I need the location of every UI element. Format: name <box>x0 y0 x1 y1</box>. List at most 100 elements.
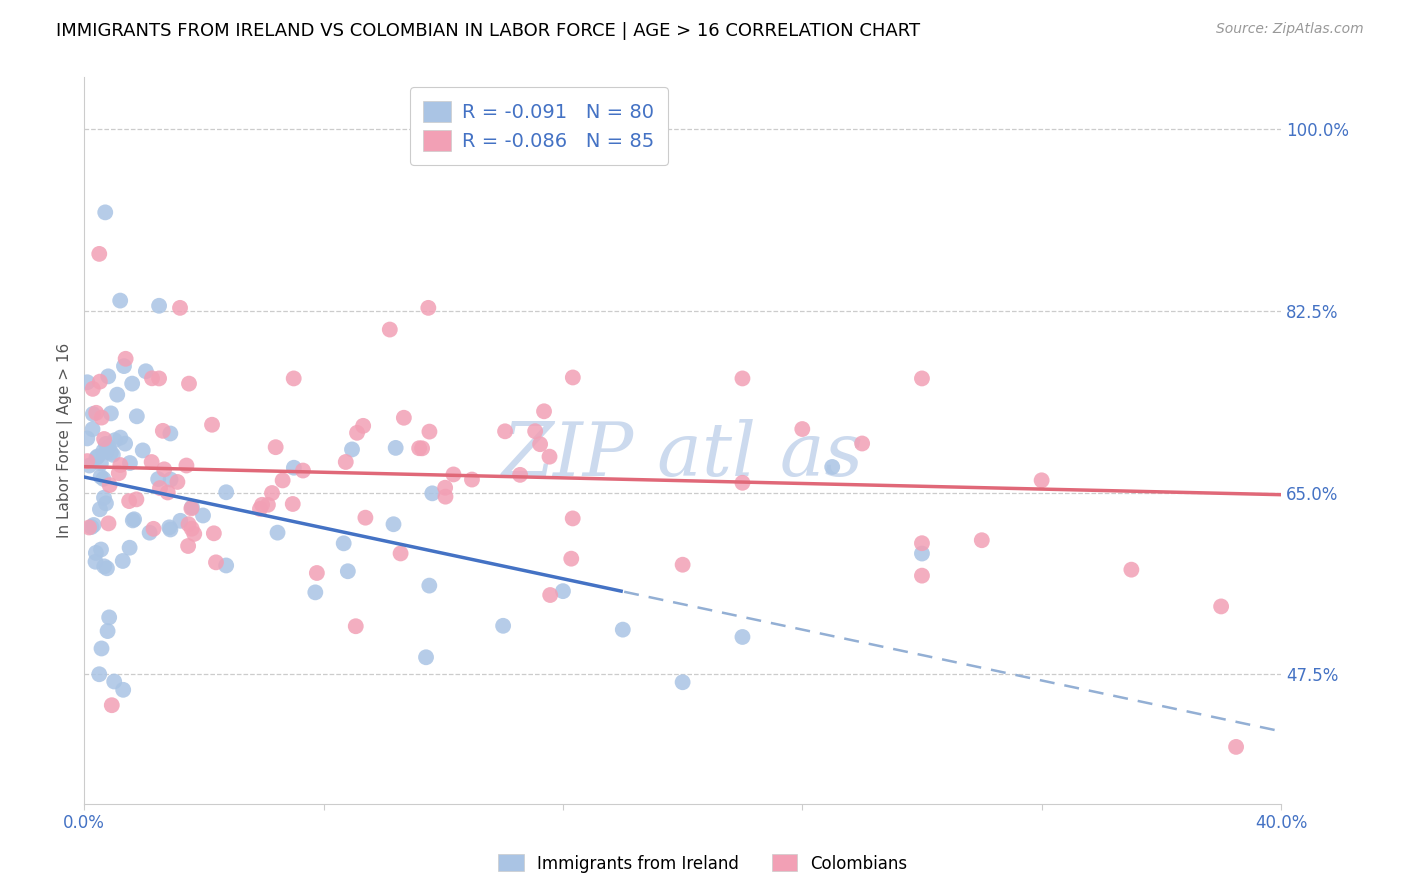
Point <box>336 564 359 578</box>
Point <box>84 546 107 560</box>
Point <box>93 472 115 486</box>
Point <box>118 541 141 555</box>
Point <box>87 450 110 464</box>
Point <box>524 424 547 438</box>
Point <box>418 425 440 439</box>
Point <box>533 404 555 418</box>
Point <box>159 426 181 441</box>
Point <box>122 512 145 526</box>
Point <box>114 351 136 366</box>
Point <box>177 539 200 553</box>
Point <box>529 437 551 451</box>
Point <box>202 526 225 541</box>
Point <box>132 443 155 458</box>
Point <box>352 418 374 433</box>
Point <box>551 584 574 599</box>
Point <box>411 442 433 456</box>
Point <box>166 475 188 489</box>
Point <box>384 441 406 455</box>
Point <box>90 469 112 483</box>
Point <box>731 371 754 385</box>
Point <box>100 446 122 460</box>
Point <box>382 517 405 532</box>
Point <box>90 641 112 656</box>
Point <box>125 409 148 424</box>
Point <box>443 467 465 482</box>
Point <box>415 650 437 665</box>
Point <box>538 588 561 602</box>
Point <box>121 376 143 391</box>
Point <box>101 448 124 462</box>
Point <box>77 520 100 534</box>
Point <box>93 443 115 458</box>
Point <box>250 498 273 512</box>
Point <box>94 437 117 451</box>
Point <box>418 579 440 593</box>
Point <box>335 455 357 469</box>
Point <box>494 425 516 439</box>
Point <box>93 432 115 446</box>
Legend: R = -0.091   N = 80, R = -0.086   N = 85: R = -0.091 N = 80, R = -0.086 N = 85 <box>409 87 668 164</box>
Point <box>104 433 127 447</box>
Point <box>149 481 172 495</box>
Point <box>108 293 131 308</box>
Point <box>281 497 304 511</box>
Point <box>271 474 294 488</box>
Point <box>389 546 412 560</box>
Point <box>169 301 191 315</box>
Point <box>153 462 176 476</box>
Point <box>138 525 160 540</box>
Point <box>177 517 200 532</box>
Point <box>911 568 934 582</box>
Point <box>82 422 104 436</box>
Point <box>249 501 271 516</box>
Point <box>183 527 205 541</box>
Point <box>84 555 107 569</box>
Point <box>80 520 103 534</box>
Point <box>264 440 287 454</box>
Point <box>911 371 934 385</box>
Point <box>105 387 128 401</box>
Point <box>283 371 305 385</box>
Point <box>434 481 457 495</box>
Point <box>461 473 484 487</box>
Point <box>180 501 202 516</box>
Point <box>152 424 174 438</box>
Point <box>283 460 305 475</box>
Point <box>731 630 754 644</box>
Point <box>142 522 165 536</box>
Point <box>561 511 583 525</box>
Point <box>561 370 583 384</box>
Point <box>344 619 367 633</box>
Point <box>156 485 179 500</box>
Point <box>346 425 368 440</box>
Point <box>121 513 143 527</box>
Point <box>110 431 132 445</box>
Point <box>215 558 238 573</box>
Point <box>94 496 117 510</box>
Point <box>731 475 754 490</box>
Point <box>90 542 112 557</box>
Point <box>191 508 214 523</box>
Point <box>1225 739 1247 754</box>
Text: Source: ZipAtlas.com: Source: ZipAtlas.com <box>1216 22 1364 37</box>
Point <box>97 440 120 454</box>
Point <box>911 547 934 561</box>
Point <box>90 410 112 425</box>
Point <box>101 698 124 713</box>
Point <box>86 450 108 465</box>
Point <box>98 610 121 624</box>
Point <box>1031 473 1053 487</box>
Point <box>560 551 582 566</box>
Point <box>672 675 695 690</box>
Point <box>392 410 415 425</box>
Point <box>970 533 993 548</box>
Point <box>612 623 634 637</box>
Point <box>96 444 118 458</box>
Point <box>79 458 101 473</box>
Point <box>93 559 115 574</box>
Point <box>89 375 111 389</box>
Point <box>112 359 135 373</box>
Point <box>509 467 531 482</box>
Point <box>118 456 141 470</box>
